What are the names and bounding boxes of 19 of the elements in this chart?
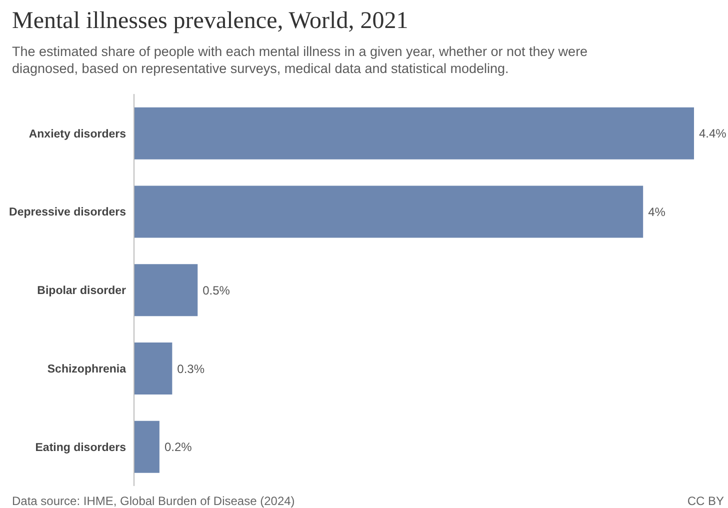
data-label: 0.5%: [202, 283, 230, 298]
bar: [134, 186, 644, 238]
chart-title: Mental illnesses prevalence, World, 2021: [12, 8, 408, 35]
data-label: 0.2%: [164, 440, 192, 454]
source-note: Data source: IHME, Global Burden of Disease (2024): [12, 494, 295, 508]
bar: [134, 264, 198, 316]
bar: [134, 342, 172, 395]
y-tick-label: Bipolar disorder: [37, 285, 127, 298]
bar: [134, 107, 694, 160]
text: CC BY: [687, 494, 724, 508]
data-label: 0.3%: [177, 362, 205, 376]
chart-subtitle: The estimated share of people with each mental illness in a given year, whether or not they were diagnosed, based on representative surveys, medical data and statistical modeling.: [12, 43, 589, 77]
y-tick-label: Depressive disorders: [9, 206, 126, 219]
y-tick-label: Eating disorders: [35, 442, 126, 454]
data-label: 4.4%: [699, 126, 727, 141]
y-tick-label: Schizophrenia: [47, 363, 127, 376]
bar: [134, 420, 160, 473]
data-label: 4%: [648, 204, 666, 219]
y-tick-label: Anxiety disorders: [28, 128, 126, 140]
